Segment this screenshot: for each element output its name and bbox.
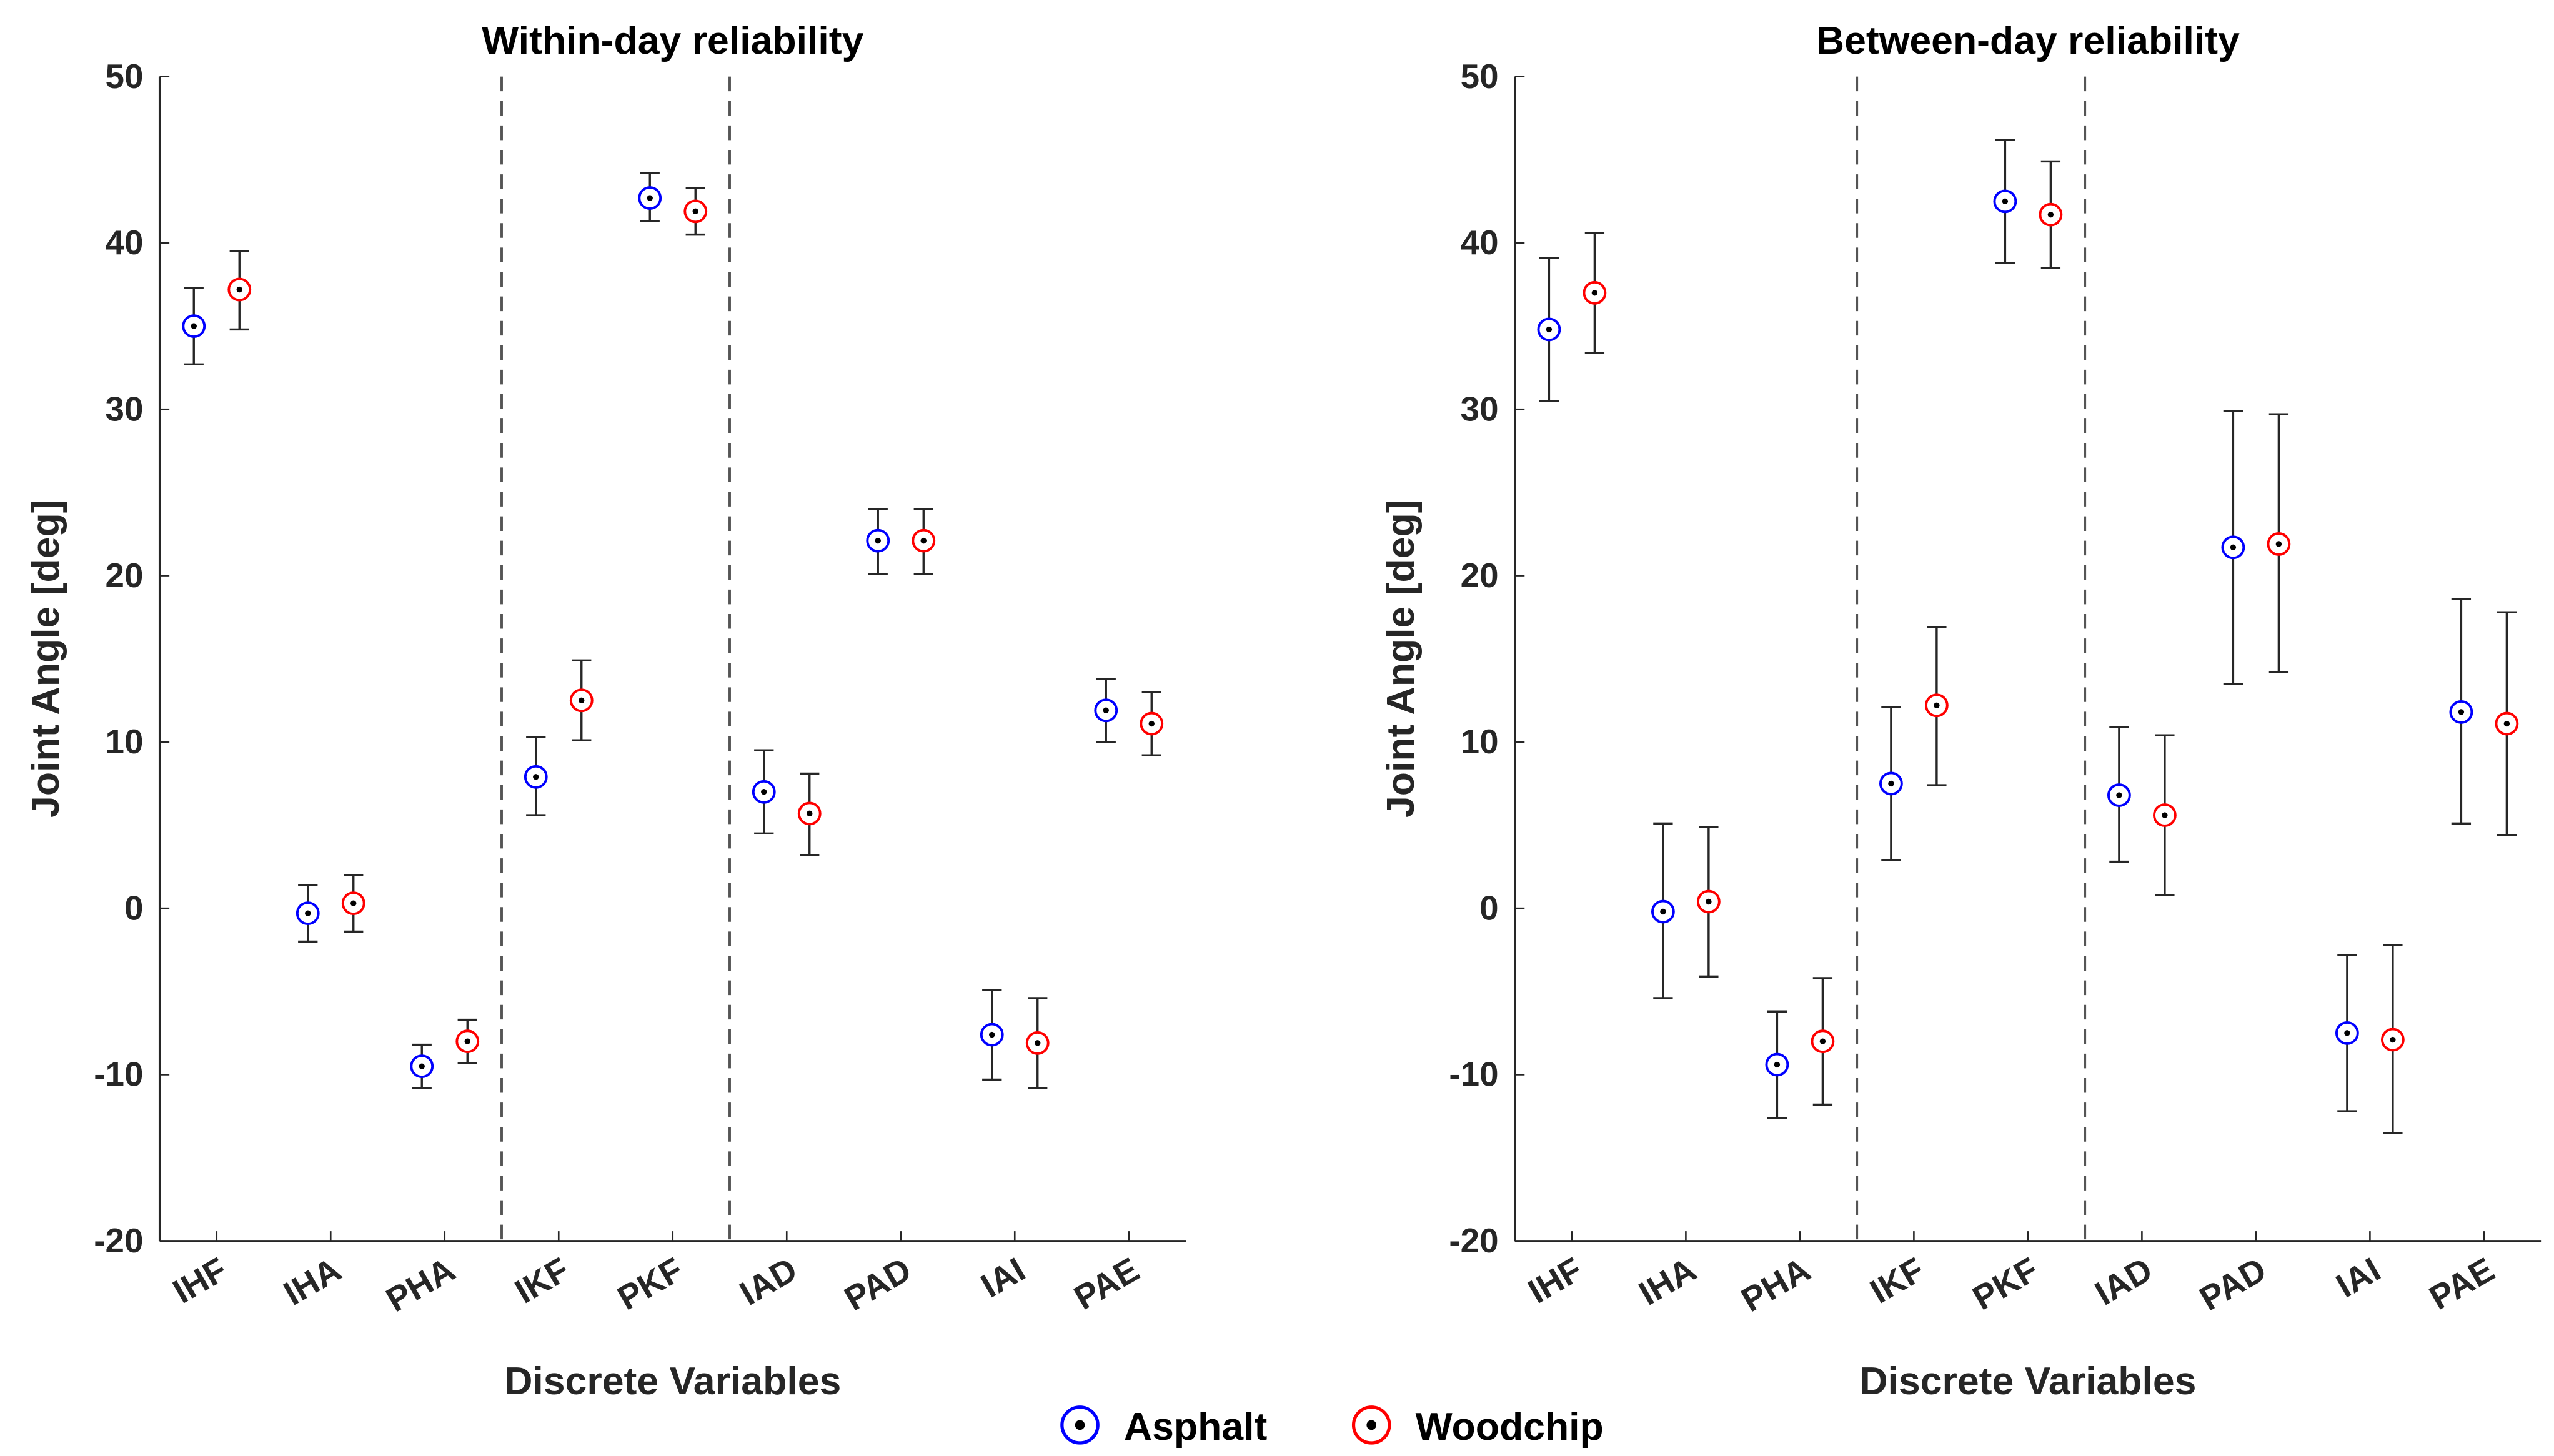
data-point-center-woodchip [807, 810, 813, 817]
data-point-center-woodchip [920, 537, 927, 544]
data-point-center-woodchip [2275, 541, 2282, 547]
data-point-center-woodchip [1035, 1040, 1041, 1046]
data-point-center-asphalt [2458, 709, 2465, 715]
data-point-center-asphalt [1888, 780, 1894, 787]
data-point-center-asphalt [875, 537, 881, 544]
y-tick-label: 30 [106, 389, 144, 428]
legend-asphalt-label: Asphalt [1124, 1405, 1268, 1449]
x-tick-label: IAD [733, 1250, 803, 1313]
data-point-center-asphalt [1660, 908, 1666, 915]
data-point-center-woodchip [1148, 720, 1155, 727]
y-tick-label: 50 [106, 57, 144, 96]
data-point-center-asphalt [2002, 198, 2009, 205]
x-tick-label: PAD [838, 1250, 918, 1318]
data-point-center-asphalt [191, 323, 197, 329]
data-point-center-woodchip [2047, 211, 2054, 218]
data-point-center-asphalt [1774, 1061, 1781, 1068]
data-point-center-asphalt [2344, 1030, 2350, 1036]
data-point-center-woodchip [1934, 702, 1940, 708]
chart-panel-2: -20 -10 0 10 20 30 40 50 IHF IHA PHA IKF PKF IAD PAD IA… [1379, 19, 2542, 1403]
y-tick-label: 0 [124, 888, 143, 927]
data-point-center-woodchip [579, 697, 585, 703]
x-tick-label: PAE [1068, 1250, 1146, 1317]
y-tick-label: 20 [1461, 556, 1499, 595]
data-point-center-asphalt [305, 910, 311, 916]
x-tick-label: IHA [277, 1250, 347, 1313]
x-tick-label: PHA [379, 1250, 461, 1319]
data-point-center-asphalt [1546, 326, 1553, 333]
legend-woodchip-label: Woodchip [1416, 1405, 1604, 1449]
x-tick-label: PHA [1735, 1250, 1817, 1319]
legend-woodchip-marker [1351, 1405, 1391, 1445]
y-tick-label: -20 [1449, 1221, 1498, 1260]
x-tick-label: IHA [1632, 1250, 1703, 1313]
data-point-center-woodchip [1591, 290, 1598, 296]
data-point-center-asphalt [2116, 792, 2122, 798]
y-tick-label: -10 [1449, 1055, 1498, 1094]
x-tick-label: IKF [1864, 1250, 1930, 1311]
data-point-center-woodchip [692, 208, 698, 215]
y-tick-label: 10 [1461, 722, 1499, 761]
data-point-center-woodchip [350, 900, 357, 906]
data-point-center-woodchip [1819, 1038, 1826, 1044]
y-tick-label: 40 [1461, 223, 1499, 262]
x-axis-label: Discrete Variables [1859, 1359, 2196, 1403]
legend: Asphalt Woodchip [1060, 1405, 1604, 1449]
chart-title: Between-day reliability [1816, 19, 2240, 62]
data-point-center-asphalt [1103, 707, 1109, 713]
x-tick-label: PKF [611, 1250, 690, 1317]
y-tick-label: 20 [106, 556, 144, 595]
data-point-center-woodchip [2390, 1036, 2396, 1043]
data-point-center-woodchip [464, 1038, 470, 1044]
y-tick-label: 30 [1461, 389, 1499, 428]
x-tick-label: IAD [2089, 1250, 2159, 1313]
data-point-center-asphalt [419, 1063, 425, 1069]
x-tick-label: IAI [975, 1250, 1032, 1305]
x-tick-label: IHF [1521, 1250, 1588, 1311]
y-tick-label: 10 [106, 722, 144, 761]
chart-panel-1: -20 -10 0 10 20 30 40 50 IHF IHA PHA IKF PKF IAD PAD IA… [24, 19, 1186, 1403]
data-point-center-asphalt [761, 789, 767, 795]
chart-title: Within-day reliability [482, 19, 863, 62]
y-axis-label: Joint Angle [deg] [24, 500, 67, 818]
x-tick-label: PAD [2193, 1250, 2273, 1318]
y-axis-label: Joint Angle [deg] [1379, 500, 1423, 818]
data-point-center-asphalt [533, 774, 539, 780]
y-tick-label: -10 [94, 1055, 143, 1094]
y-tick-label: -20 [94, 1221, 143, 1260]
x-tick-label: PKF [1966, 1250, 2045, 1317]
x-tick-label: PAE [2423, 1250, 2501, 1317]
y-tick-label: 0 [1479, 888, 1498, 927]
x-tick-label: IHF [166, 1250, 233, 1311]
legend-woodchip-dot [1366, 1420, 1377, 1430]
y-tick-label: 50 [1461, 57, 1499, 96]
legend-asphalt-marker [1060, 1405, 1100, 1445]
data-point-center-asphalt [647, 195, 653, 201]
y-tick-label: 40 [106, 223, 144, 262]
x-tick-label: IKF [509, 1250, 575, 1311]
data-point-center-woodchip [236, 286, 242, 293]
data-point-center-woodchip [2162, 812, 2168, 818]
x-tick-label: IAI [2330, 1250, 2387, 1305]
data-point-center-asphalt [2230, 544, 2237, 550]
x-axis-label: Discrete Variables [504, 1359, 841, 1403]
data-point-center-woodchip [1706, 898, 1712, 905]
legend-asphalt-dot [1075, 1420, 1085, 1430]
data-point-center-woodchip [2503, 720, 2510, 727]
data-point-center-asphalt [989, 1031, 995, 1038]
